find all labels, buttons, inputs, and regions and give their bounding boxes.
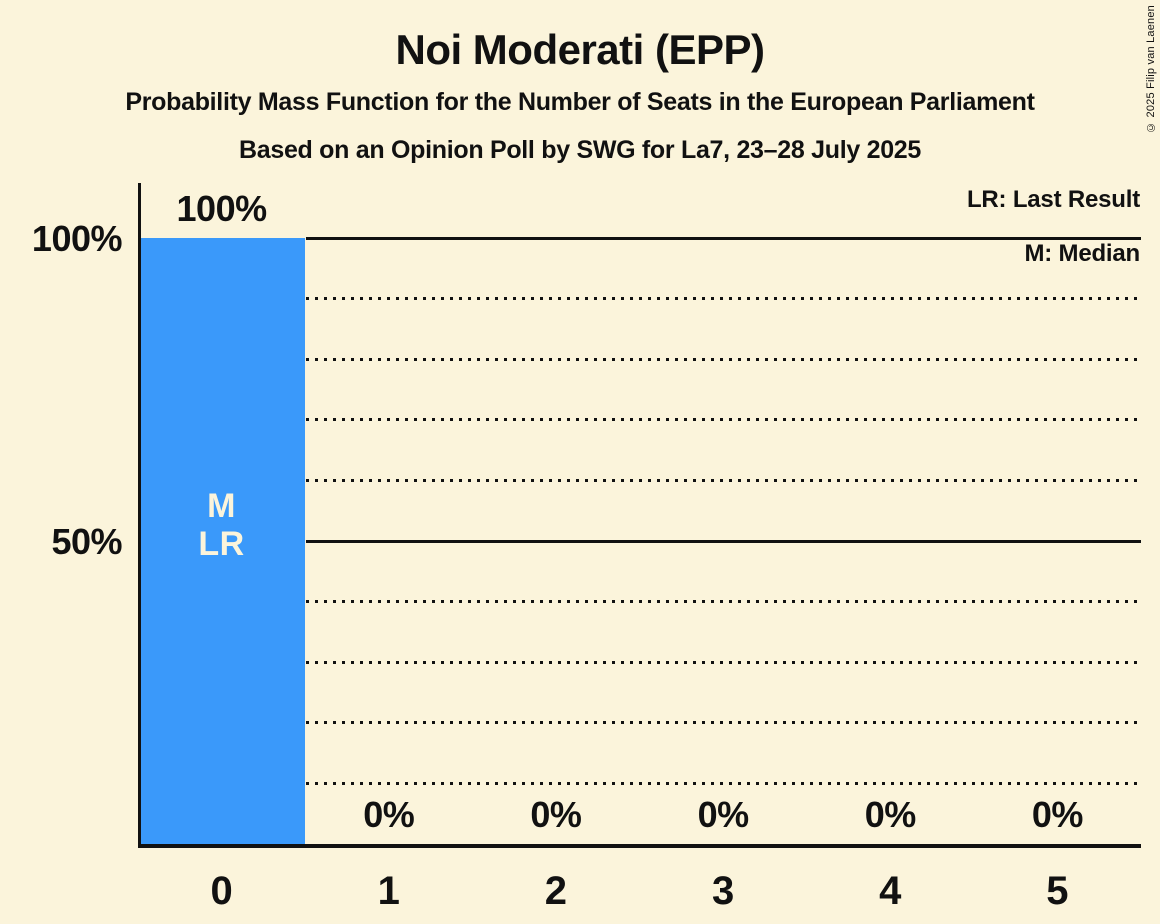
- chart-source-line: Based on an Opinion Poll by SWG for La7,…: [238, 136, 922, 164]
- chart-subtitle: Probability Mass Function for the Number…: [125, 88, 1035, 116]
- gridline-dotted-10pct: [306, 781, 1141, 785]
- x-axis-label-seats-4: 4: [879, 869, 902, 913]
- x-axis-label-seats-3: 3: [711, 869, 735, 913]
- x-axis-label-seats-1: 1: [377, 869, 400, 913]
- value-label-seats-5: 0%: [1031, 794, 1084, 835]
- legend-median: M: Median: [1024, 240, 1140, 267]
- gridline-dotted-70pct: [306, 418, 1141, 422]
- x-axis-label-seats-2: 2: [544, 869, 568, 913]
- gridline-dotted-40pct: [306, 600, 1141, 604]
- value-label-seats-2: 0%: [530, 794, 582, 835]
- y-axis-line: [138, 183, 141, 848]
- value-label-seats-0: 100%: [176, 188, 268, 229]
- gridline-solid-50pct: [306, 539, 1141, 543]
- legend-last-result: LR: Last Result: [966, 186, 1140, 213]
- copyright-notice: © 2025 Filip van Laenen: [1145, 5, 1157, 133]
- value-label-seats-1: 0%: [363, 794, 415, 835]
- value-label-seats-3: 0%: [697, 794, 750, 835]
- chart-title: Noi Moderati (EPP): [395, 26, 765, 73]
- value-label-seats-4: 0%: [864, 794, 917, 835]
- y-axis-label-50: 50%: [51, 521, 122, 562]
- x-axis-line: [138, 844, 1141, 848]
- bar-annotation-median-last-result: M LR: [198, 487, 245, 563]
- gridline-dotted-30pct: [306, 660, 1141, 664]
- x-axis-label-seats-5: 5: [1046, 869, 1069, 913]
- gridline-dotted-80pct: [306, 357, 1141, 361]
- gridline-dotted-60pct: [306, 478, 1141, 482]
- y-axis-label-100: 100%: [31, 218, 123, 259]
- gridline-solid-100pct: [306, 236, 1141, 240]
- x-axis-label-seats-0: 0: [210, 869, 233, 913]
- gridline-dotted-20pct: [306, 721, 1141, 725]
- bar-seats-0: [141, 238, 306, 844]
- gridline-dotted-90pct: [306, 297, 1141, 301]
